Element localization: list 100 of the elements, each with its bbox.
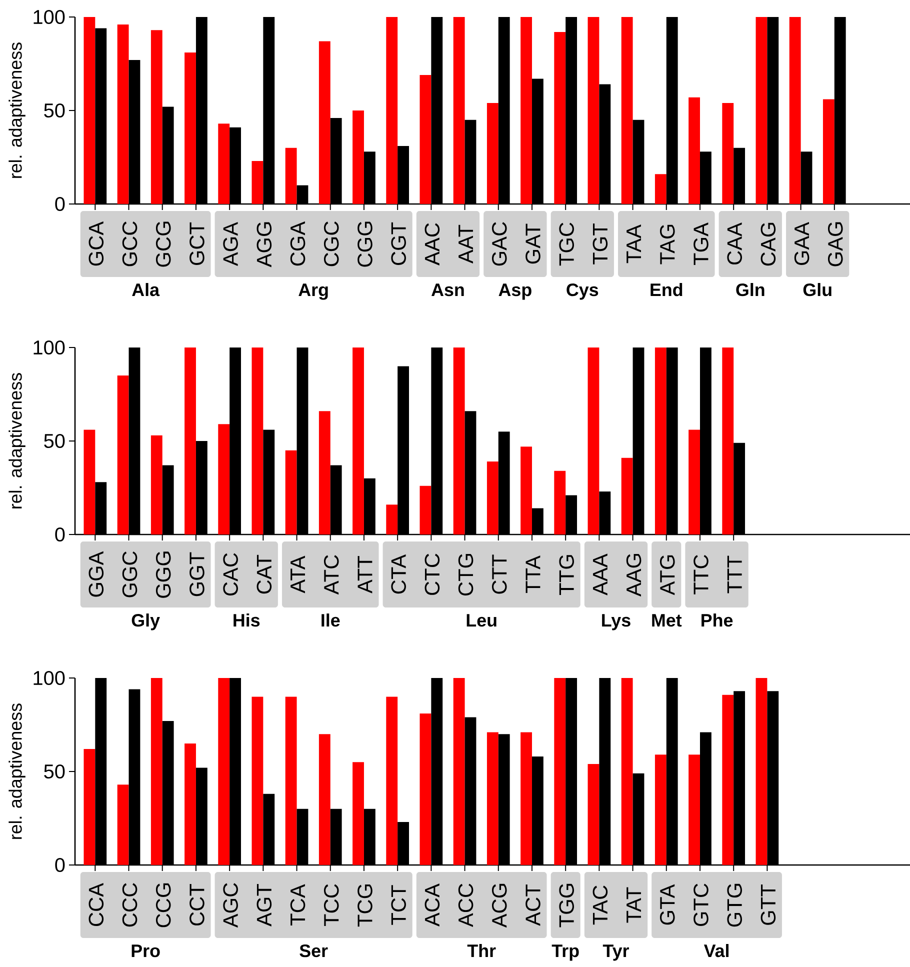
text: Leu (466, 614, 496, 627)
text: Pro (132, 944, 160, 958)
x-tick-label: TAG (660, 224, 675, 264)
bar (486, 103, 498, 204)
bar (218, 124, 230, 204)
bar (588, 347, 600, 534)
bar (722, 347, 734, 534)
text: Glu (803, 282, 832, 296)
x-tick-label: GTC (694, 884, 708, 926)
bar (184, 52, 196, 204)
x-tick-label: CGA (290, 221, 306, 266)
x-tick-label: GAC (492, 222, 507, 266)
x-tick-label: GCG (156, 222, 171, 267)
x-tick-label: AGA (223, 222, 238, 266)
x-tick-label: GCC (122, 222, 138, 266)
bar (150, 30, 162, 204)
y-tick-label: 100 (34, 670, 65, 686)
bar (117, 24, 129, 204)
y-tick-label: 100 (34, 340, 65, 355)
bar (84, 749, 96, 865)
bar (789, 16, 801, 204)
bar (252, 696, 264, 865)
x-tick-label: GTG (727, 884, 742, 927)
bar (84, 16, 96, 204)
x-tick-label: TGC (559, 222, 574, 266)
x-tick-label: TAC (592, 886, 608, 925)
bar (588, 764, 600, 865)
bar (654, 754, 666, 865)
bar (218, 424, 230, 534)
text: Ala (132, 282, 160, 296)
x-tick-label: GGT (190, 552, 204, 596)
bar (453, 16, 465, 204)
x-tick-label: TTT (727, 556, 742, 594)
bar (252, 160, 264, 204)
bar (184, 743, 196, 865)
x-tick-label: TAA (626, 224, 641, 264)
bar (117, 784, 129, 865)
text: Trp (552, 944, 579, 961)
x-tick-label: CGG (358, 222, 372, 267)
bar (554, 32, 566, 204)
bar (352, 347, 364, 534)
text: Tyr (602, 944, 630, 961)
x-tick-label: AAG (626, 554, 642, 597)
bar (184, 347, 196, 534)
bar (420, 486, 432, 534)
bar (150, 435, 162, 534)
y-tick-label: 0 (55, 527, 65, 542)
text: Val (704, 944, 728, 958)
bar (621, 458, 633, 534)
bar (386, 504, 398, 534)
x-tick-label: TGG (559, 884, 574, 928)
bar (420, 74, 432, 204)
x-tick-label: GAA (794, 222, 810, 266)
bar (588, 16, 600, 204)
x-tick-label: TCG (358, 884, 372, 927)
x-tick-label: CAA (727, 222, 742, 264)
bar (722, 103, 734, 204)
text: Thr (467, 944, 496, 957)
x-tick-label: TGA (694, 222, 708, 266)
y-tick-label: 0 (55, 196, 65, 212)
x-tick-label: AAT (458, 224, 473, 264)
x-tick-label: ACT (526, 884, 540, 926)
x-tick-label: CTT (492, 554, 507, 594)
y-axis-title: rel. adaptiveness (8, 373, 26, 508)
bar (420, 714, 432, 865)
bar (453, 347, 465, 534)
x-tick-label: ATG (660, 555, 675, 596)
x-tick-label: TGT (592, 224, 608, 264)
x-tick-label: ACC (458, 884, 474, 928)
text: Ser (300, 944, 328, 958)
bar (318, 41, 330, 204)
x-tick-label: TTA (526, 556, 540, 594)
x-tick-label: CCG (156, 883, 171, 928)
bar (285, 148, 297, 204)
x-tick-label: TAT (626, 887, 641, 923)
x-tick-label: CCA (88, 882, 104, 926)
x-tick-label: TCT (391, 885, 406, 925)
x-tick-label: CCC (122, 883, 138, 927)
bar (722, 694, 734, 865)
x-tick-label: AAA (592, 554, 608, 596)
text: Arg (298, 284, 328, 300)
x-tick-label: ACA (424, 884, 440, 926)
text: Lys (602, 614, 630, 630)
text: Met (652, 614, 682, 627)
bar (486, 732, 498, 865)
y-tick-label: 50 (44, 764, 65, 779)
x-tick-label: ATC (324, 555, 339, 595)
bar (352, 110, 364, 204)
x-tick-label: GGC (122, 551, 138, 598)
x-tick-label: CTG (458, 554, 474, 596)
bar (318, 734, 330, 865)
text: Asn (431, 284, 464, 296)
y-axis-title: rel. adaptiveness (8, 42, 26, 178)
y-axis-title: rel. adaptiveness (8, 704, 26, 839)
text: Asp (498, 284, 532, 300)
bar (285, 696, 297, 865)
x-tick-label: GAG (828, 222, 843, 266)
bar (285, 450, 297, 534)
text: Phe (702, 613, 733, 627)
x-tick-label: GGA (88, 551, 104, 597)
